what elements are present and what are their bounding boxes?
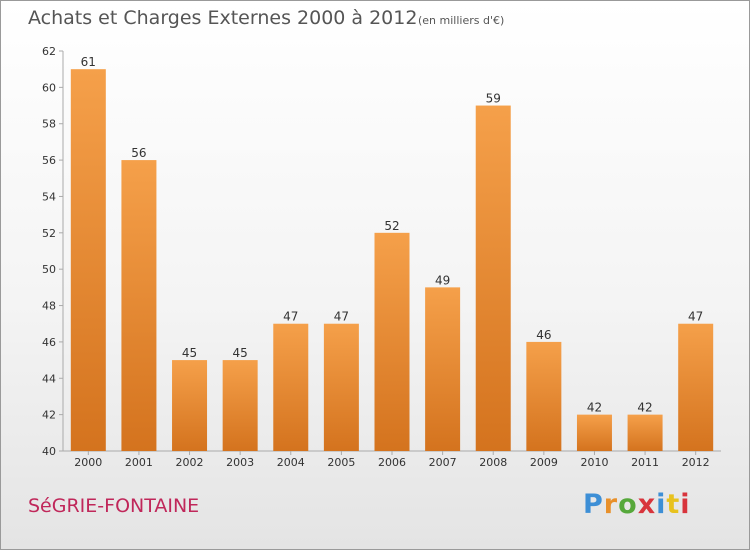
chart-data-labels: 61 56 45 45 47 47 52 49 59 46 42 42 47 [81, 55, 704, 414]
bar [475, 105, 511, 451]
x-tick-label: 2011 [631, 456, 659, 469]
x-tick-label: 2002 [176, 456, 204, 469]
data-label: 42 [637, 401, 652, 415]
y-tick-label: 50 [42, 263, 56, 276]
x-tick-label: 2008 [479, 456, 507, 469]
bar [273, 323, 309, 451]
logo-letter: i [680, 489, 691, 520]
logo-letter: t [666, 489, 681, 520]
data-label: 45 [182, 346, 197, 360]
logo-letter: i [656, 489, 667, 520]
bar [70, 69, 106, 451]
proxiti-logo: Proxiti [583, 489, 691, 520]
data-label: 56 [131, 146, 146, 160]
commune-name: SéGRIE-FONTAINE [28, 495, 200, 517]
data-label: 42 [587, 401, 602, 415]
chart-title: Achats et Charges Externes 2000 à 2012 [28, 7, 418, 29]
y-tick-label: 40 [42, 445, 56, 458]
bar [323, 323, 359, 451]
data-label: 47 [334, 310, 349, 324]
bar [576, 414, 612, 451]
y-tick-label: 62 [42, 45, 56, 58]
data-label: 47 [283, 310, 298, 324]
x-tick-label: 2004 [277, 456, 305, 469]
x-tick-label: 2001 [125, 456, 153, 469]
chart-unit: (en milliers d'€) [418, 14, 505, 27]
y-tick-label: 48 [42, 300, 56, 313]
data-label: 59 [486, 92, 501, 106]
bar [425, 287, 461, 451]
bar [172, 360, 208, 451]
data-label: 47 [688, 310, 703, 324]
bar [121, 160, 157, 451]
bar [222, 360, 258, 451]
x-tick-label: 2006 [378, 456, 406, 469]
bar [678, 323, 714, 451]
x-tick-label: 2005 [327, 456, 355, 469]
bar [627, 414, 663, 451]
x-tick-label: 2000 [74, 456, 102, 469]
x-tick-label: 2010 [580, 456, 608, 469]
data-label: 61 [81, 55, 96, 69]
x-tick-label: 2009 [530, 456, 558, 469]
chart-bars [70, 69, 714, 451]
logo-letter: o [618, 489, 638, 520]
data-label: 49 [435, 273, 450, 287]
y-tick-label: 44 [42, 372, 56, 385]
y-tick-label: 46 [42, 336, 56, 349]
x-tick-label: 2012 [682, 456, 710, 469]
y-tick-label: 42 [42, 409, 56, 422]
data-label: 45 [233, 346, 248, 360]
y-tick-label: 60 [42, 81, 56, 94]
data-label: 52 [384, 219, 399, 233]
y-tick-label: 58 [42, 118, 56, 131]
y-tick-label: 52 [42, 227, 56, 240]
logo-letter: x [637, 489, 657, 520]
data-label: 46 [536, 328, 551, 342]
logo-letter: P [583, 489, 604, 520]
bar [374, 232, 410, 451]
bar [526, 341, 562, 451]
y-tick-label: 54 [42, 190, 56, 203]
y-tick-label: 56 [42, 154, 56, 167]
x-tick-label: 2007 [429, 456, 457, 469]
x-tick-label: 2003 [226, 456, 254, 469]
logo-letter: r [603, 489, 619, 520]
